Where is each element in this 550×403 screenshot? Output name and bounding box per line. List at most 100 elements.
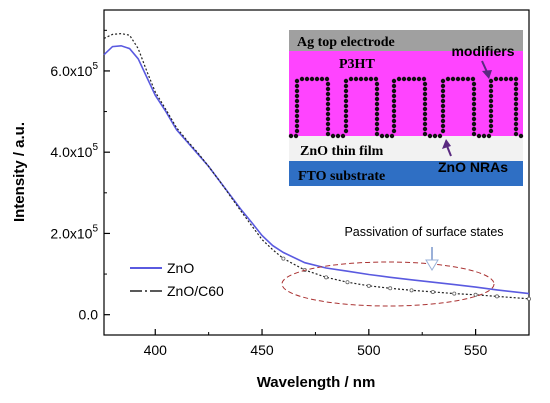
- nanorod-dot: [465, 76, 471, 82]
- nanorod-dot: [288, 133, 294, 139]
- plot-frame: [103, 9, 530, 336]
- nanorod-dot: [325, 86, 331, 92]
- nanorod-dot: [488, 88, 494, 94]
- zno-nras-label: ZnO NRAs: [438, 159, 508, 175]
- nanorod-dot: [427, 133, 433, 139]
- nanorod-dot: [422, 86, 428, 92]
- x-tick-label: 450: [250, 342, 274, 358]
- nanorod-dot: [488, 78, 494, 84]
- nras-arrow: [442, 139, 452, 157]
- passivation-arrow: [425, 247, 439, 271]
- nanorod-dot: [294, 98, 300, 104]
- series-point-zno-c60: [324, 275, 329, 280]
- nanorod-dot: [513, 131, 519, 137]
- nanorod-dot: [440, 88, 446, 94]
- nanorod-dot: [391, 113, 397, 119]
- nanorod-dot: [391, 78, 397, 84]
- nanorod-dot: [486, 133, 492, 139]
- y-axis-title: Intensity / a.u.: [11, 122, 28, 222]
- nanorod-dot: [325, 116, 331, 122]
- nanorod-dot: [343, 78, 349, 84]
- y-tick-label: 2.0x105: [50, 223, 98, 241]
- nanorod-dot: [343, 93, 349, 99]
- nanorod-dot: [325, 81, 331, 87]
- modifiers-arrow: [481, 60, 492, 79]
- nanorod-dot: [471, 91, 477, 97]
- nanorod-dot: [503, 76, 509, 82]
- nanorod-dot: [488, 93, 494, 99]
- nanorod-dot: [374, 126, 380, 132]
- p3ht-layer: [289, 51, 523, 136]
- nanorod-dot: [471, 111, 477, 117]
- nanorod-dot: [353, 76, 359, 82]
- nanorod-dot: [391, 88, 397, 94]
- nanorod-dot: [299, 76, 305, 82]
- nanorod-dot: [513, 126, 519, 132]
- nanorod-dot: [513, 96, 519, 102]
- nanorod-dot: [358, 76, 364, 82]
- nanorod-dot: [374, 91, 380, 97]
- nanorod-dot: [513, 111, 519, 117]
- passivation-ellipse: [281, 261, 495, 307]
- nanorod-dot: [488, 83, 494, 89]
- nanorod-dot: [488, 118, 494, 124]
- nanorod-dot: [440, 103, 446, 109]
- nanorod-dot: [422, 126, 428, 132]
- nanorod-dot: [488, 108, 494, 114]
- nanorod-dot: [294, 93, 300, 99]
- series-line-zno: [103, 44, 530, 295]
- nanorod-dot: [471, 116, 477, 122]
- nanorod-dot: [374, 111, 380, 117]
- nanorod-dot: [343, 118, 349, 124]
- nanorod-dot: [422, 91, 428, 97]
- x-tick-label: 550: [464, 342, 488, 358]
- y-tick-label: 4.0x105: [50, 142, 98, 160]
- nanorod-dot: [513, 81, 519, 87]
- y-tick-label: 6.0x105: [50, 61, 98, 79]
- nanorod-dot: [471, 121, 477, 127]
- nanorod-dot: [471, 86, 477, 92]
- p3ht-label: P3HT: [339, 57, 375, 72]
- series-point-zno-c60: [409, 288, 414, 293]
- x-tick-label: 400: [144, 342, 168, 358]
- nanorod-dot: [518, 133, 524, 139]
- nanorod-dot: [493, 76, 499, 82]
- nanorod-dot: [411, 76, 417, 82]
- nanorod-dot: [294, 78, 300, 84]
- nanorod-dot: [294, 113, 300, 119]
- nanorod-dot: [440, 83, 446, 89]
- nanorod-dot: [304, 76, 310, 82]
- nanorod-dot: [513, 76, 519, 82]
- nanorod-dot: [416, 76, 422, 82]
- fto-substrate-label: FTO substrate: [298, 169, 385, 184]
- nanorod-dot: [343, 128, 349, 134]
- nanorod-dot: [440, 98, 446, 104]
- nanorod-dot: [294, 103, 300, 109]
- nanorod-dot: [325, 91, 331, 97]
- nanorod-dot: [379, 133, 385, 139]
- nanorod-dot: [391, 93, 397, 99]
- series-point-zno-c60: [527, 296, 532, 301]
- nanorod-dot: [335, 133, 341, 139]
- nanorod-dot: [325, 126, 331, 132]
- legend: ZnO ZnO/C60: [130, 260, 224, 299]
- nanorod-dot: [422, 81, 428, 87]
- nanorod-dot: [391, 98, 397, 104]
- nanorod-dot: [440, 78, 446, 84]
- nanorod-dot: [294, 123, 300, 129]
- series-point-zno-c60: [494, 294, 499, 299]
- nanorod-dot: [471, 126, 477, 132]
- nanorod-dot: [488, 123, 494, 129]
- nanorod-dot: [440, 93, 446, 99]
- nanorod-dot: [513, 86, 519, 92]
- nanorod-dot: [391, 118, 397, 124]
- nanorod-dot: [422, 131, 428, 137]
- nanorod-dot: [294, 88, 300, 94]
- nanorod-dot: [325, 111, 331, 117]
- series-point-zno-c60: [473, 292, 478, 297]
- nanorod-dot: [422, 121, 428, 127]
- nanorod-dot: [513, 101, 519, 107]
- zno-nanorods: [288, 76, 524, 139]
- nanorod-dot: [374, 86, 380, 92]
- nanorod-dot: [325, 121, 331, 127]
